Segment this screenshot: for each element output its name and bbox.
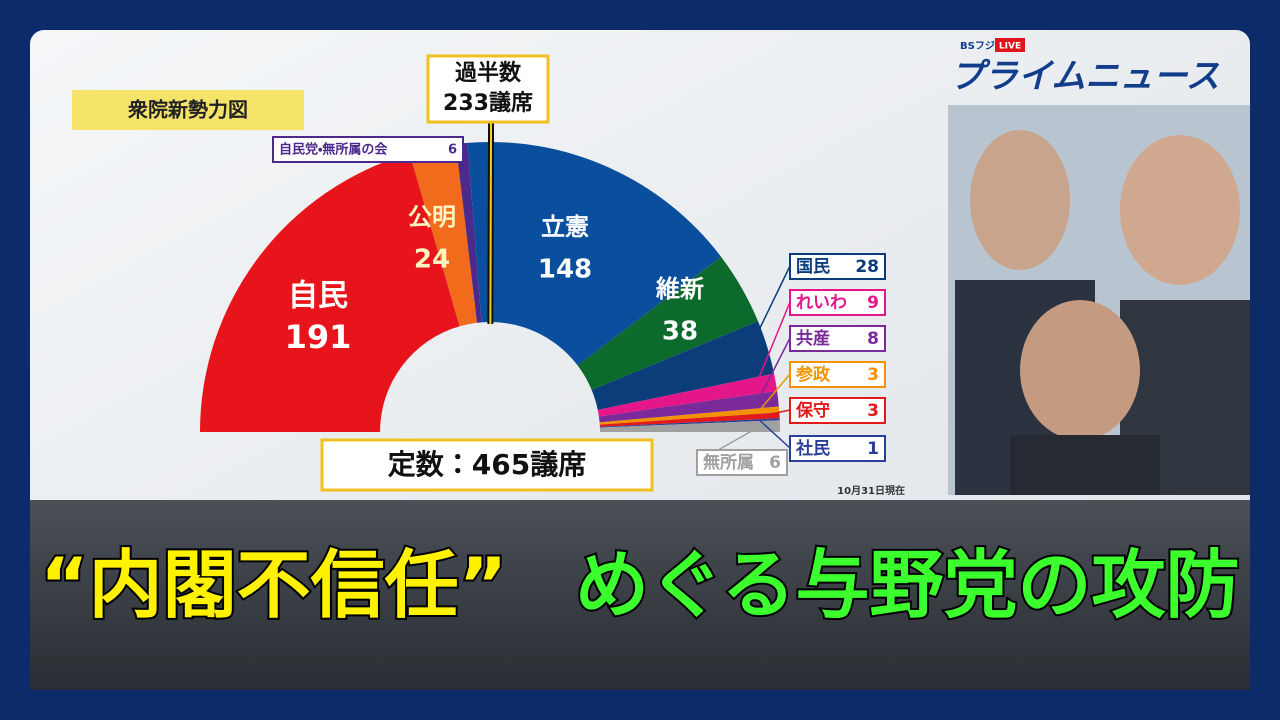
seat-count: 38 xyxy=(662,317,698,347)
party-name: 参政 xyxy=(795,364,831,385)
seat-slice xyxy=(467,142,722,366)
date-note: 10月31日現在 xyxy=(837,484,905,497)
leader-line xyxy=(747,265,791,354)
leader-line xyxy=(757,337,791,402)
headline-band xyxy=(30,500,1250,690)
seat-count: 8 xyxy=(867,329,879,349)
seat-slice xyxy=(591,321,775,410)
total-box xyxy=(320,438,654,492)
party-name: 自民 xyxy=(288,279,348,314)
label-box xyxy=(789,253,886,280)
seat-count: 191 xyxy=(285,318,352,356)
label-box xyxy=(789,361,886,388)
seat-slice xyxy=(200,153,460,433)
person xyxy=(1120,135,1240,285)
seat-count: 9 xyxy=(867,293,879,313)
total-label: 定数：465議席 xyxy=(388,448,586,481)
majority-title: 過半数 xyxy=(455,60,522,86)
seat-slice xyxy=(598,390,779,423)
label-box xyxy=(272,136,464,163)
majority-line-inner xyxy=(489,111,493,325)
seat-count: 24 xyxy=(414,245,450,275)
label-box xyxy=(789,435,886,462)
seat-slice xyxy=(577,256,759,390)
label-box xyxy=(789,289,886,316)
seat-count: 28 xyxy=(855,257,879,277)
label-box xyxy=(696,449,788,476)
party-name: 保守 xyxy=(795,400,830,421)
majority-box xyxy=(426,54,550,124)
party-name: 社民 xyxy=(795,438,830,459)
majority-label: 233議席 xyxy=(443,90,533,116)
seat-slice xyxy=(599,412,780,427)
headline-quoted: “内閣不信任” xyxy=(40,543,507,629)
seat-slice xyxy=(599,420,780,432)
seat-count: 1 xyxy=(867,439,879,459)
party-name: 維新 xyxy=(656,275,704,303)
person xyxy=(1020,300,1140,440)
leader-line xyxy=(755,301,791,387)
person-suit xyxy=(1010,435,1160,495)
channel: BSフジ xyxy=(960,40,995,52)
leader-line xyxy=(759,409,791,418)
party-name: 立憲 xyxy=(541,213,589,241)
party-name: れいわ xyxy=(796,293,847,313)
live: LIVE xyxy=(999,42,1021,52)
label-box xyxy=(789,397,886,424)
person xyxy=(970,130,1070,270)
seat-count: 148 xyxy=(538,255,592,285)
headline-rest: めぐる与野党の攻防 xyxy=(575,543,1240,629)
seat-count: 6 xyxy=(448,143,457,158)
seat-slice xyxy=(599,418,780,428)
seat-count: 3 xyxy=(867,401,879,421)
seat-count: 6 xyxy=(769,453,781,473)
seat-slice xyxy=(599,406,780,425)
program-title: プライムニュース xyxy=(950,57,1220,97)
seat-slice xyxy=(409,144,478,327)
label-box xyxy=(789,325,886,352)
party-name: 無所属 xyxy=(703,452,754,473)
party-name: 共産 xyxy=(796,328,830,349)
leader-line xyxy=(758,373,791,412)
party-name: 自民党・無所属の会 xyxy=(279,142,388,158)
leader-line xyxy=(758,419,791,449)
party-name: 公明 xyxy=(408,203,456,231)
live-badge xyxy=(995,38,1025,52)
chart-title: 衆院新勢力図 xyxy=(127,98,248,122)
seat-slice xyxy=(455,142,482,323)
party-name: 国民 xyxy=(796,257,830,277)
seat-slice xyxy=(597,373,778,417)
seat-count: 3 xyxy=(867,365,879,385)
title-box xyxy=(72,90,304,130)
